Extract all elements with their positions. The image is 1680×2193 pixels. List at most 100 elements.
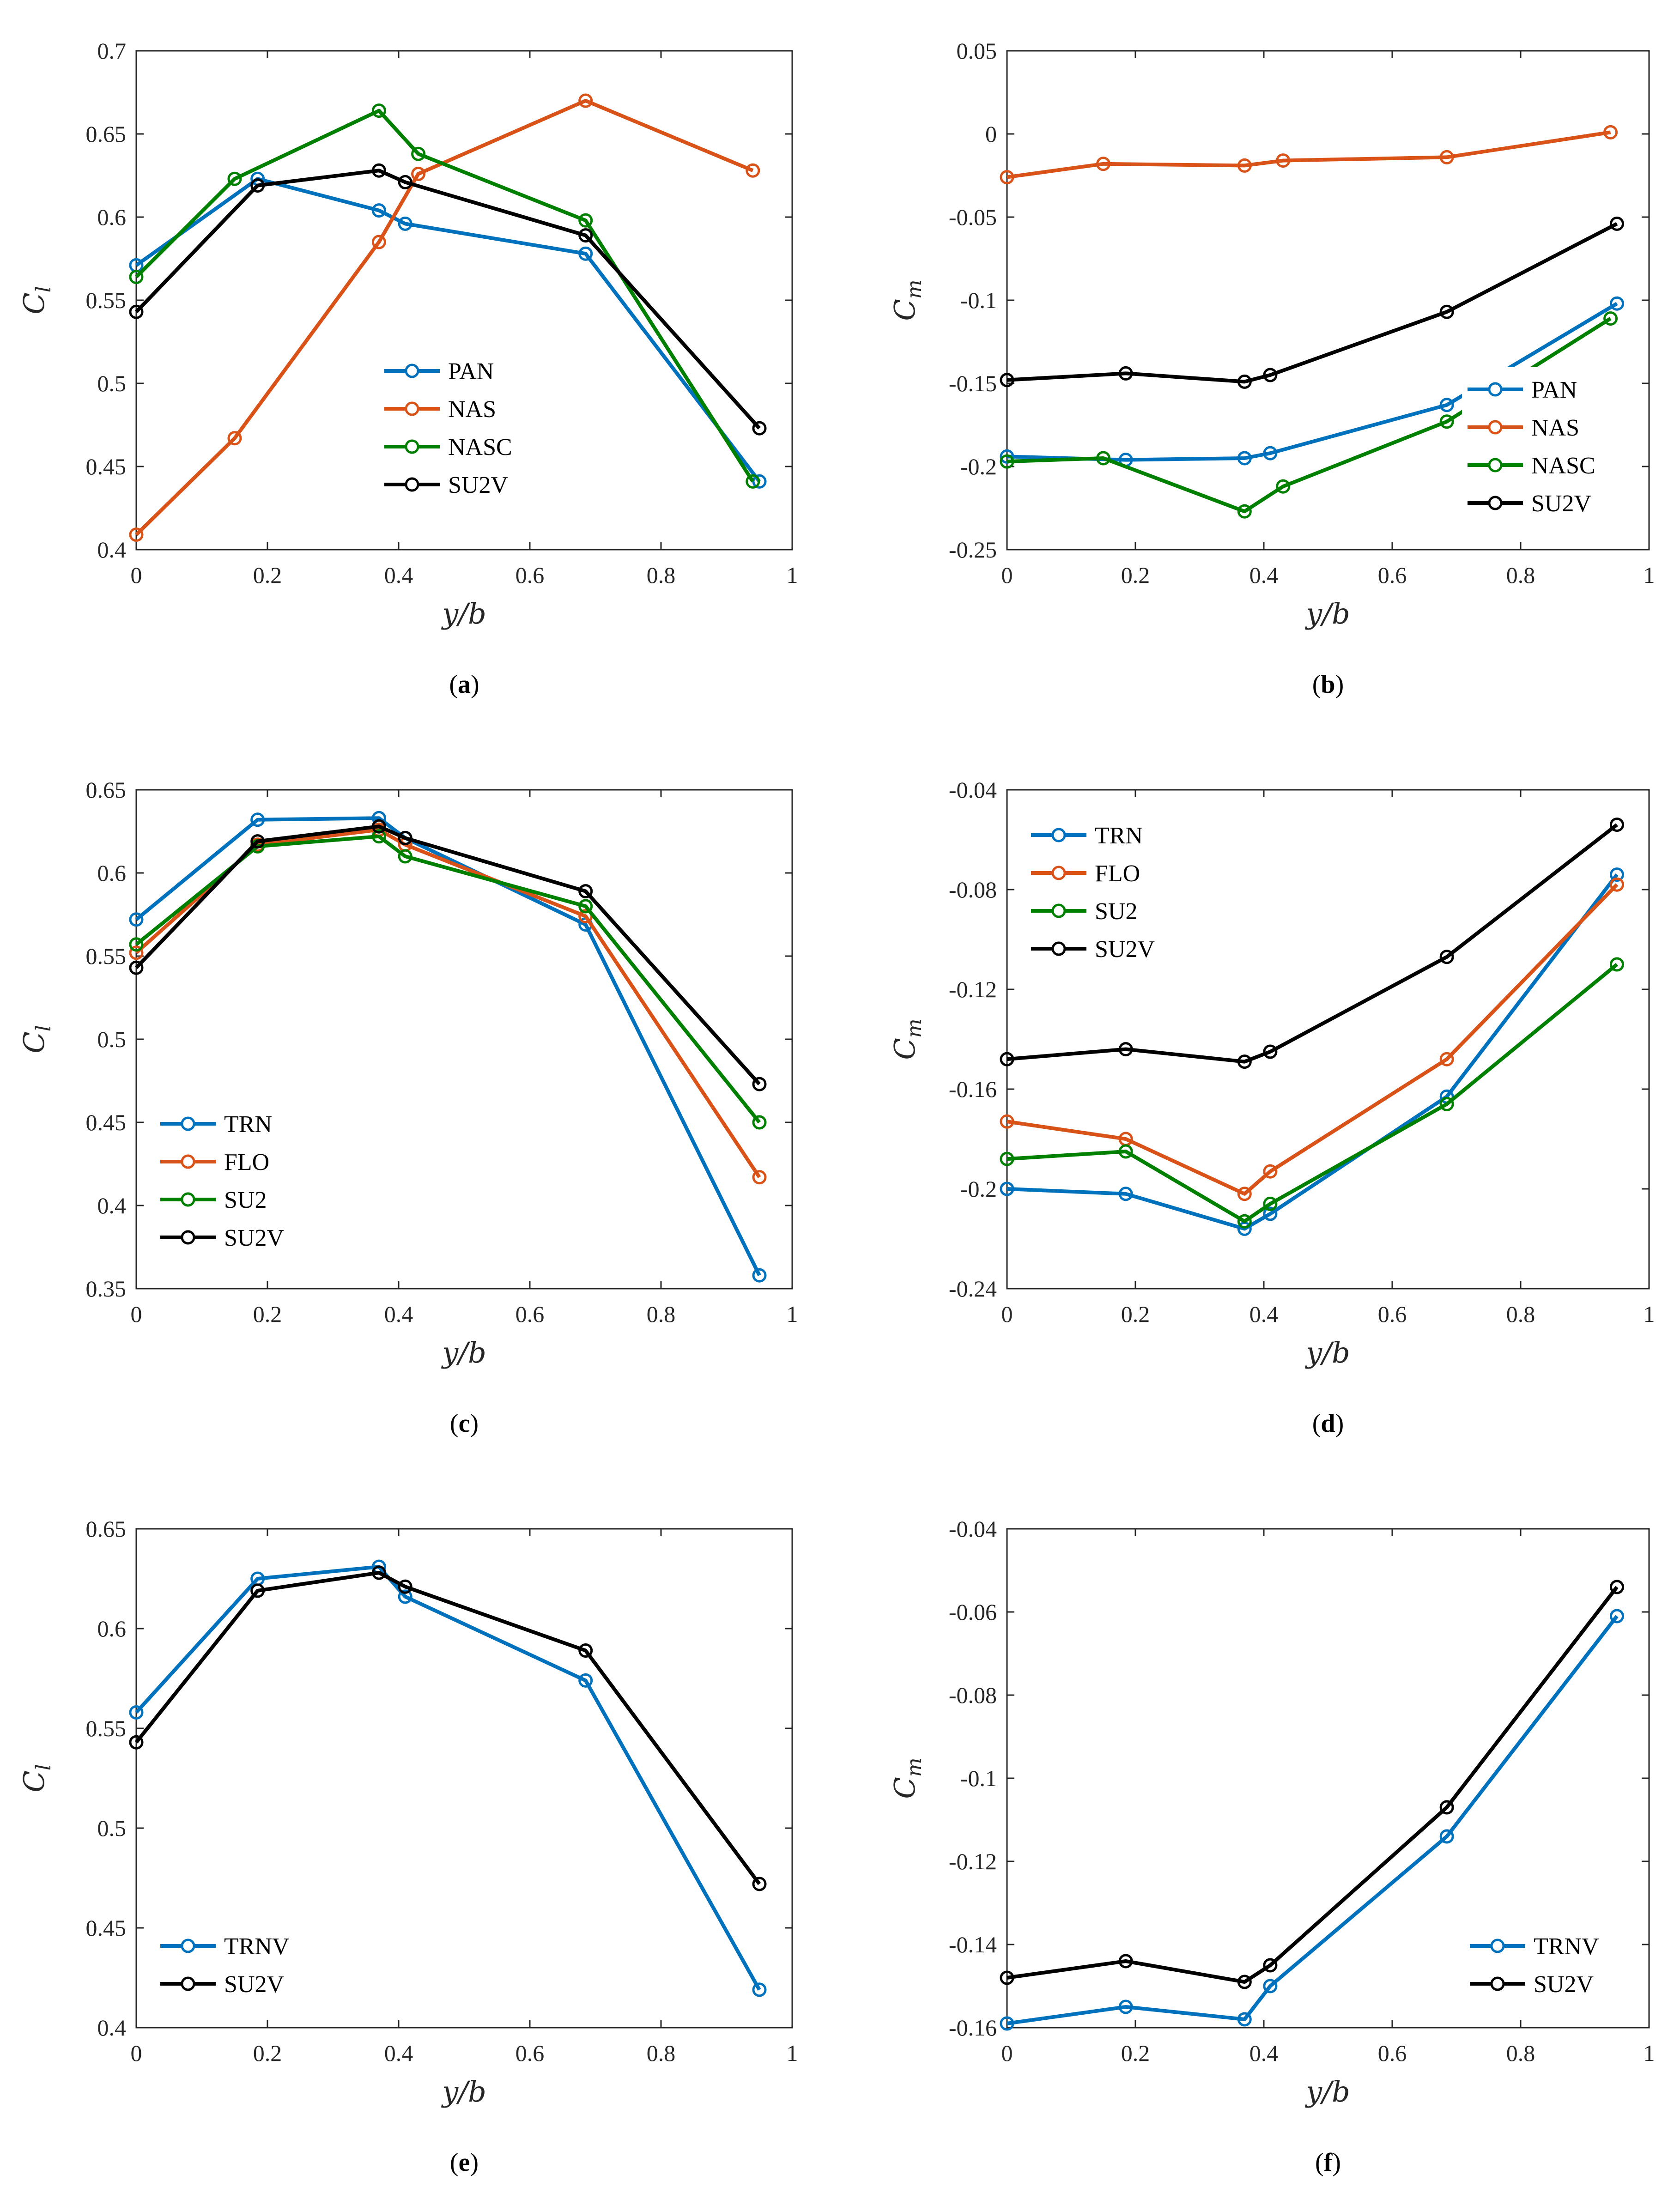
x-tick-label: 0.6 [1378, 562, 1407, 588]
panel-caption: (d) [1312, 1409, 1344, 1438]
y-tick-label: -0.08 [949, 877, 997, 903]
data-point [398, 849, 412, 864]
x-tick-label: 0 [1001, 1301, 1013, 1327]
data-point [1439, 398, 1454, 412]
data-point [1096, 157, 1110, 171]
data-point [578, 93, 593, 108]
data-point [1263, 1958, 1278, 1973]
x-tick-label: 0 [1001, 2040, 1013, 2066]
data-point [1237, 451, 1252, 466]
legend-label: SU2 [1095, 898, 1137, 925]
data-point [1263, 1979, 1278, 1993]
x-tick-label: 0.8 [1506, 2040, 1535, 2066]
data-point [398, 175, 412, 189]
y-tick-label: 0.5 [97, 1815, 127, 1841]
data-point [129, 527, 144, 542]
panel-caption: (a) [449, 670, 479, 699]
legend-marker [181, 1154, 195, 1169]
x-tick-label: 0.6 [1378, 1301, 1407, 1327]
legend-label: TRN [224, 1111, 272, 1138]
legend-label: NASC [448, 434, 512, 460]
chart-panel-b: 0 0.2 0.4 0.6 0.8 1 -0.25 -0.2 -0.15 -0.1 -0.05 0 0.… [888, 38, 1655, 699]
x-tick-label: 1 [787, 1301, 798, 1327]
data-point [1000, 454, 1014, 469]
x-tick-label: 0.6 [516, 1301, 545, 1327]
x-tick-label: 0.4 [1249, 562, 1279, 588]
y-tick-label: 0.55 [86, 943, 127, 969]
data-point [578, 213, 593, 228]
data-point [398, 1579, 412, 1594]
data-point [371, 235, 386, 249]
data-point [1439, 150, 1454, 164]
x-tick-label: 0.6 [516, 2040, 545, 2066]
y-tick-label: -0.06 [949, 1599, 997, 1625]
series-line [1007, 1586, 1619, 1984]
y-tick-label: 0.4 [97, 1193, 127, 1218]
x-tick-label: 0.4 [384, 1301, 413, 1327]
data-point [250, 178, 265, 193]
legend-marker [1490, 1939, 1505, 1953]
y-tick-label: 0.55 [86, 287, 127, 313]
data-point [1439, 1096, 1454, 1111]
data-point [578, 246, 593, 261]
data-point [1610, 957, 1624, 972]
y-tick-label: 0.5 [97, 1026, 127, 1052]
legend-marker [1488, 382, 1503, 397]
data-point [752, 1877, 767, 1891]
data-point [250, 812, 265, 827]
data-point [1439, 1829, 1454, 1844]
x-tick-label: 1 [1644, 562, 1655, 588]
legend-marker [181, 1976, 195, 1991]
legend-marker [1490, 1976, 1505, 1991]
legend-marker [1051, 828, 1066, 842]
data-point [1263, 1044, 1278, 1059]
x-axis-label: y/b [1304, 2075, 1350, 2108]
x-tick-label: 0.4 [1249, 2040, 1279, 2066]
data-point [129, 960, 144, 975]
legend-marker [405, 439, 419, 454]
axes-box [135, 1528, 793, 2029]
y-tick-label: -0.24 [949, 1276, 997, 1302]
legend-marker [405, 401, 419, 416]
y-tick-label: 0.65 [86, 1516, 127, 1542]
legend-marker [405, 363, 419, 378]
y-tick-label: 0.35 [86, 1276, 127, 1302]
data-point [1263, 1206, 1278, 1221]
data-point [746, 163, 760, 178]
panel-caption: (b) [1312, 670, 1344, 699]
y-tick-label: 0.45 [86, 1109, 127, 1135]
data-point [1610, 216, 1624, 231]
y-tick-label: -0.12 [949, 1848, 997, 1874]
x-tick-label: 0 [1001, 562, 1013, 588]
y-tick-label: -0.04 [949, 777, 997, 803]
data-point [1263, 368, 1278, 382]
x-tick-label: 0.2 [253, 2040, 282, 2066]
legend-label: PAN [448, 358, 494, 385]
data-point [371, 829, 386, 844]
data-point [1610, 296, 1624, 311]
y-tick-label: -0.14 [949, 1932, 997, 1957]
series-line [1007, 222, 1618, 384]
x-tick-label: 0.8 [1506, 1301, 1535, 1327]
data-point [1118, 1999, 1133, 2014]
data-point [578, 228, 593, 243]
x-tick-label: 0.8 [1506, 562, 1535, 588]
legend-label: FLO [1095, 860, 1140, 887]
y-tick-label: 0.05 [957, 38, 997, 64]
legend-label: SU2V [1531, 491, 1591, 517]
legend: PAN NAS NASC SU2V [379, 349, 568, 514]
x-tick-label: 0 [131, 1301, 142, 1327]
series-su2v [129, 819, 767, 1091]
series-trn [1000, 867, 1624, 1236]
data-point [1118, 366, 1133, 381]
y-tick-label: -0.1 [960, 287, 997, 313]
data-point [1096, 451, 1110, 466]
y-tick-label: -0.08 [949, 1682, 997, 1708]
legend-label: TRNV [224, 1933, 290, 1960]
data-point [371, 819, 386, 834]
data-point [752, 1115, 767, 1130]
y-tick-label: 0.7 [97, 38, 127, 64]
data-point [1000, 2016, 1014, 2031]
y-tick-label: 0.4 [97, 2015, 127, 2041]
data-point [1263, 446, 1278, 460]
